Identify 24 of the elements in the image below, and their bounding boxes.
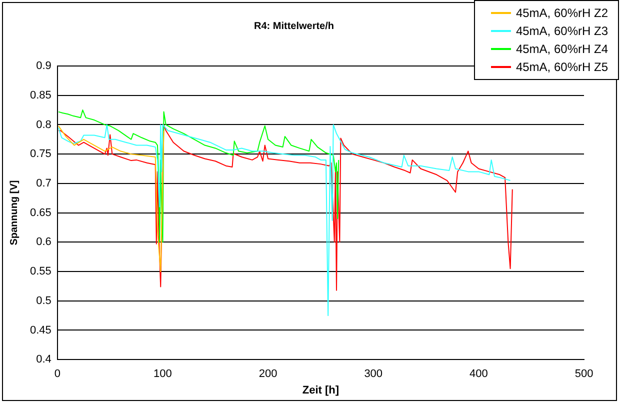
x-tick-label: 100: [154, 368, 172, 380]
y-tick-label: 0.5: [36, 294, 52, 307]
x-tick-label: 400: [470, 368, 488, 380]
y-tick-label: 0.75: [30, 148, 52, 160]
legend-label: 45mA, 60%rH Z4: [516, 42, 608, 56]
y-tick-label: 0.8: [36, 118, 52, 131]
y-tick-label: 0.4: [36, 354, 52, 366]
x-axis-title: Zeit [h]: [302, 384, 340, 396]
x-tick-label: 300: [364, 368, 383, 380]
y-axis-title: Spannung [V]: [8, 180, 20, 246]
x-tick-label: 200: [258, 368, 278, 380]
legend-label: 45mA, 60%rH Z2: [516, 6, 608, 20]
y-tick-label: 0.55: [30, 266, 52, 278]
chart-title: R4: Mittelwerte/h: [254, 20, 334, 32]
y-tick-label: 0.65: [30, 206, 52, 219]
x-tick-label: 500: [574, 368, 594, 380]
legend-label: 45mA, 60%rH Z3: [516, 24, 608, 38]
legend-label: 45mA, 60%rH Z5: [516, 60, 608, 74]
y-tick-label: 0.45: [30, 324, 52, 336]
x-tick-label: 0: [54, 368, 60, 380]
y-tick-label: 0.85: [30, 89, 52, 102]
y-tick-label: 0.9: [36, 60, 52, 72]
y-tick-label: 0.7: [36, 177, 52, 190]
y-tick-label: 0.6: [36, 236, 52, 248]
